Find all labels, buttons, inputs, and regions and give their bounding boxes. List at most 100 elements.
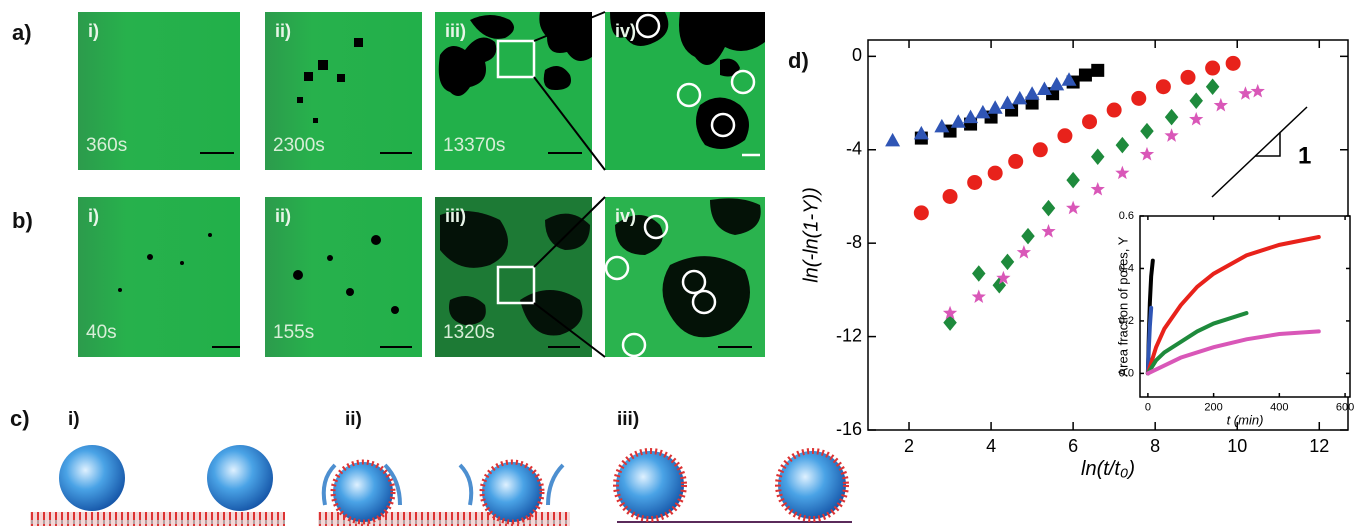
marker (1082, 114, 1097, 129)
marker (988, 166, 1003, 181)
sphere (778, 451, 846, 519)
image-index: iv) (615, 206, 636, 226)
x-tick-label: 200 (1204, 401, 1222, 413)
sphere (207, 445, 273, 511)
marker (1165, 109, 1179, 126)
schematic (30, 445, 852, 526)
marker (1140, 147, 1154, 161)
y-tick-label: -12 (836, 325, 862, 345)
marker (1025, 86, 1040, 100)
marker (1189, 112, 1203, 126)
x-tick-label: 12 (1309, 436, 1329, 456)
marker (1214, 98, 1228, 112)
step-label: i) (68, 409, 80, 430)
panel-label: d) (788, 48, 809, 73)
membrane (30, 512, 285, 526)
marker (1238, 86, 1252, 100)
marker (1131, 91, 1146, 106)
marker (963, 110, 978, 124)
panel-label: b) (12, 208, 33, 233)
marker (1181, 70, 1196, 85)
marker (967, 175, 982, 190)
x-tick-label: 400 (1270, 401, 1288, 413)
image-index: i) (88, 206, 99, 226)
marker (1251, 84, 1265, 98)
marker (1017, 245, 1031, 259)
y-tick-label: 0 (852, 45, 862, 65)
marker (1049, 77, 1064, 91)
marker (885, 133, 900, 147)
marker (1091, 149, 1105, 166)
row-b (78, 197, 765, 357)
marker (1066, 172, 1080, 189)
marker (1205, 61, 1220, 76)
annotation: 1 (1298, 142, 1311, 169)
image-index: ii) (275, 206, 291, 226)
marker (1091, 182, 1105, 196)
marker (1033, 142, 1048, 157)
marker (1000, 96, 1015, 110)
plot: 0.00.20.40.60200400600t (min)Area fracti… (1115, 210, 1354, 428)
marker (1140, 123, 1154, 140)
image-index: i) (88, 21, 99, 41)
marker (988, 100, 1003, 114)
step-label: iii) (617, 409, 639, 430)
marker (1116, 137, 1130, 154)
marker (1206, 78, 1220, 95)
plots: 0-4-8-12-1624681012ln(t/t₀)ln(-ln(1-Y))0… (800, 40, 1354, 480)
marker (1041, 224, 1055, 238)
x-tick-label: 6 (1068, 436, 1078, 456)
y-axis-label: ln(-ln(1-Y)) (800, 187, 822, 283)
slope-guide (1212, 107, 1307, 197)
x-tick-label: 10 (1227, 436, 1247, 456)
marker (972, 289, 986, 303)
marker (1079, 69, 1092, 82)
marker (1226, 56, 1241, 71)
x-tick-label: 8 (1150, 436, 1160, 456)
image-index: iv) (615, 21, 636, 41)
x-axis-label: ln(t/t₀) (1081, 458, 1135, 480)
image-index: iii) (445, 21, 466, 41)
marker (1008, 154, 1023, 169)
sphere (616, 451, 684, 519)
sphere (333, 462, 393, 522)
marker (1042, 200, 1056, 217)
y-axis-label: Area fraction of pores, Y (1115, 236, 1130, 376)
panel-label: a) (12, 20, 32, 45)
marker (943, 314, 957, 331)
marker (943, 189, 958, 204)
y-tick-label: -8 (846, 232, 862, 252)
marker (1091, 64, 1104, 77)
step-label: ii) (345, 409, 362, 430)
figure: a) b) c) i) ii) iii) 1 d) 0-4-8-12-16246… (0, 0, 1356, 528)
marker (1164, 128, 1178, 142)
plot-background (1140, 216, 1350, 397)
x-tick-label: 4 (986, 436, 996, 456)
image-time: 360s (86, 135, 127, 156)
marker (1107, 103, 1122, 118)
image-time: 13370s (443, 135, 505, 156)
marker (1115, 166, 1129, 180)
marker (951, 114, 966, 128)
x-tick-label: 2 (904, 436, 914, 456)
panel-label: c) (10, 406, 30, 431)
marker (914, 205, 929, 220)
row-a (78, 12, 765, 170)
y-tick-label: 0.6 (1119, 210, 1134, 222)
x-tick-label: 600 (1336, 401, 1354, 413)
image-time: 155s (273, 322, 314, 343)
marker (1156, 79, 1171, 94)
image-time: 2300s (273, 135, 325, 156)
image-time: 1320s (443, 322, 495, 343)
image-time: 40s (86, 322, 117, 343)
marker (1021, 228, 1035, 245)
marker (972, 265, 986, 282)
marker (1057, 128, 1072, 143)
marker (1066, 201, 1080, 215)
image-index: ii) (275, 21, 291, 41)
y-tick-label: -16 (836, 419, 862, 439)
x-tick-label: 0 (1145, 401, 1151, 413)
sphere (59, 445, 125, 511)
marker (1001, 254, 1015, 271)
marker (1012, 91, 1027, 105)
